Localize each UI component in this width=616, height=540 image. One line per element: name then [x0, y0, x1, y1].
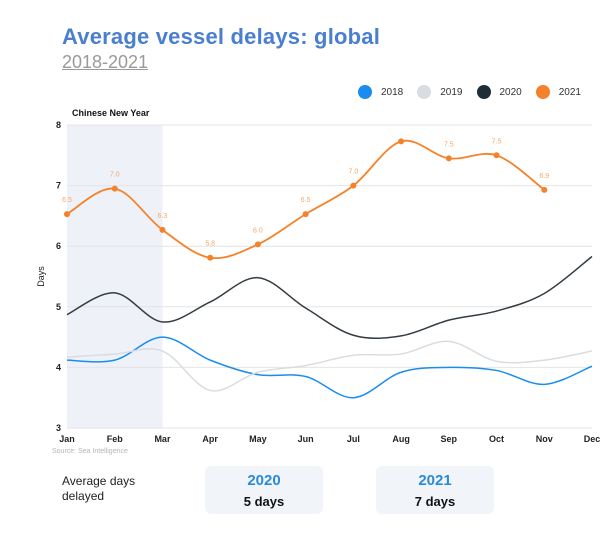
x-tick-label: Jul: [347, 434, 360, 444]
x-tick-label: Oct: [489, 434, 504, 444]
y-tick-label: 3: [56, 423, 61, 433]
x-tick-label: Nov: [536, 434, 553, 444]
annotation-label: Chinese New Year: [72, 108, 150, 118]
summary-card-2020: 2020 5 days: [205, 466, 323, 514]
legend-swatch-icon: [417, 85, 432, 99]
chart-title: Average vessel delays: global: [62, 24, 381, 49]
y-tick-label: 4: [56, 362, 61, 372]
card-year: 2021: [418, 472, 452, 489]
legend-swatch-icon: [535, 85, 550, 99]
data-point-2021: [541, 186, 548, 193]
x-tick-label: Dec: [584, 434, 601, 444]
y-tick-label: 7: [56, 181, 61, 191]
legend-swatch-icon: [358, 85, 372, 99]
legend-item-2020[interactable]: 2020: [476, 85, 522, 99]
data-point-2021: [64, 211, 70, 218]
legend-swatch-icon: [476, 85, 491, 99]
data-point-2021: [111, 185, 118, 192]
data-point-2021: [350, 182, 357, 189]
x-tick-label: Jun: [298, 434, 314, 444]
data-point-2021: [445, 155, 452, 162]
x-tick-label: Aug: [392, 434, 410, 444]
x-tick-label: Sep: [441, 434, 458, 444]
data-point-2021: [302, 211, 309, 218]
legend: 2018 2019 2020 2021: [358, 85, 595, 99]
data-label-2021: 7.0: [110, 172, 120, 179]
data-label-2021: 7.5: [444, 141, 454, 148]
series-line-2018: [66, 336, 593, 399]
data-label-2021: 6.3: [158, 213, 168, 220]
source-note: Source: Sea Intelligence: [52, 448, 128, 455]
legend-label: 2021: [558, 86, 581, 98]
card-year: 2020: [247, 472, 281, 489]
y-axis-label: Days: [36, 266, 46, 287]
data-label-2021: 6.5: [301, 197, 311, 204]
data-label-2021: 7.5: [492, 138, 502, 145]
data-label-2021: 6.9: [539, 173, 549, 180]
legend-label: 2020: [499, 86, 522, 98]
x-tick-label: May: [249, 434, 267, 444]
legend-item-2021[interactable]: 2021: [535, 85, 581, 99]
legend-label: 2019: [440, 86, 463, 98]
line-chart: Chinese New Year 3 4 5 6 7 8 Jan Feb Mar Apr May Jun…: [36, 108, 601, 455]
series-line-2019: [66, 340, 593, 392]
data-label-2021: 7.0: [348, 169, 358, 176]
data-label-2021: 5.8: [205, 241, 215, 248]
series-line-2020: [66, 255, 593, 340]
card-value: 7 days: [414, 494, 456, 509]
x-tick-label: Feb: [107, 434, 124, 444]
y-tick-label: 6: [56, 241, 61, 251]
legend-item-2019[interactable]: 2019: [417, 85, 463, 99]
x-tick-label: Apr: [202, 434, 218, 444]
data-point-2021: [159, 226, 166, 233]
data-point-2021: [493, 152, 500, 159]
y-tick-label: 8: [56, 120, 61, 130]
data-label-2021: 6.5: [62, 197, 72, 204]
data-point-2021: [254, 241, 261, 248]
summary-label: Average days delayed: [62, 474, 136, 503]
legend-item-2018[interactable]: 2018: [358, 85, 403, 99]
annotation-band: [67, 125, 163, 428]
legend-label: 2018: [381, 86, 404, 98]
y-tick-label: 5: [56, 302, 61, 312]
data-point-2021: [207, 254, 214, 261]
x-tick-label: Mar: [154, 434, 171, 444]
card-value: 5 days: [243, 494, 285, 509]
x-tick-label: Jan: [59, 434, 75, 444]
chart-subtitle: 2018-2021: [62, 52, 149, 72]
data-point-2021: [398, 138, 405, 145]
data-label-2021: 6.0: [253, 227, 263, 234]
summary-card-2021: 2021 7 days: [376, 466, 494, 514]
